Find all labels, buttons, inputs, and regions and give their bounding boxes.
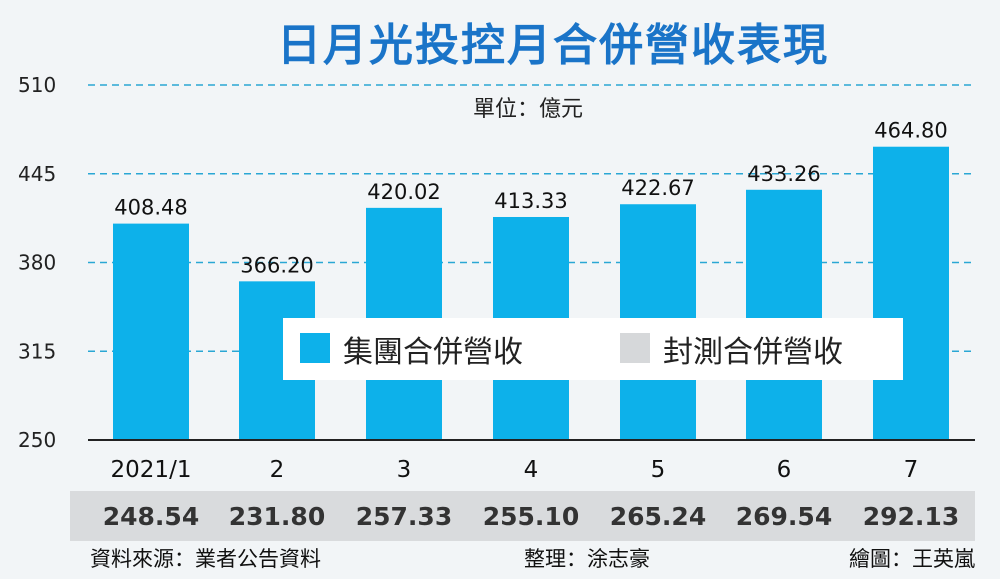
legend-box — [283, 318, 903, 380]
packaging-revenue-value: 257.33 — [356, 502, 452, 531]
data-label: 420.02 — [367, 180, 440, 204]
packaging-revenue-value: 248.54 — [103, 502, 199, 531]
data-label: 408.48 — [114, 196, 187, 220]
packaging-revenue-value: 265.24 — [610, 502, 706, 531]
x-tick-label: 4 — [524, 457, 539, 483]
data-label: 422.67 — [621, 176, 694, 200]
packaging-revenue-value: 292.13 — [863, 502, 959, 531]
source-text: 資料來源：業者公告資料 — [90, 547, 321, 571]
legend-label-group-revenue: 集團合併營收 — [343, 335, 523, 370]
bar — [113, 223, 189, 440]
x-tick-label: 2 — [270, 457, 285, 483]
legend-swatch-packaging-revenue — [620, 333, 650, 363]
packaging-revenue-value: 231.80 — [229, 502, 325, 531]
y-tick-label: 510 — [18, 73, 56, 97]
data-label: 464.80 — [874, 119, 947, 143]
data-label: 433.26 — [747, 162, 820, 186]
x-tick-label: 5 — [651, 457, 666, 483]
legend-swatch-group-revenue — [300, 333, 330, 363]
illustrator-text: 繪圖：王英嵐 — [849, 547, 975, 571]
y-tick-label: 250 — [18, 428, 56, 452]
table-band — [70, 491, 975, 541]
chart-title: 日月光投控月合併營收表現 — [277, 20, 829, 71]
x-tick-label: 3 — [397, 457, 412, 483]
y-axis-ticks: 510 445 380 315 250 — [18, 73, 56, 452]
legend: 集團合併營收 封測合併營收 — [283, 318, 903, 380]
packaging-revenue-row: 248.54 231.80 257.33 255.10 265.24 269.54 292.… — [103, 502, 959, 531]
data-label: 413.33 — [494, 189, 567, 213]
packaging-revenue-value: 255.10 — [483, 502, 579, 531]
gridlines — [88, 84, 975, 352]
packaging-revenue-value: 269.54 — [736, 502, 832, 531]
data-label: 366.20 — [240, 253, 313, 277]
x-axis-ticks: 2021/1 2 3 4 5 6 7 — [111, 457, 919, 483]
y-tick-label: 315 — [18, 339, 56, 363]
y-tick-label: 445 — [18, 162, 56, 186]
x-tick-label: 7 — [904, 457, 919, 483]
y-tick-label: 380 — [18, 251, 56, 275]
editor-text: 整理：涂志豪 — [524, 547, 650, 571]
x-tick-label: 2021/1 — [111, 457, 192, 483]
bar — [873, 146, 949, 440]
data-labels: 408.48 366.20 420.02 413.33 422.67 433.26 464.… — [114, 119, 947, 278]
x-tick-label: 6 — [777, 457, 792, 483]
bar — [746, 189, 822, 440]
unit-label: 單位：億元 — [473, 97, 583, 122]
legend-label-packaging-revenue: 封測合併營收 — [663, 335, 843, 370]
